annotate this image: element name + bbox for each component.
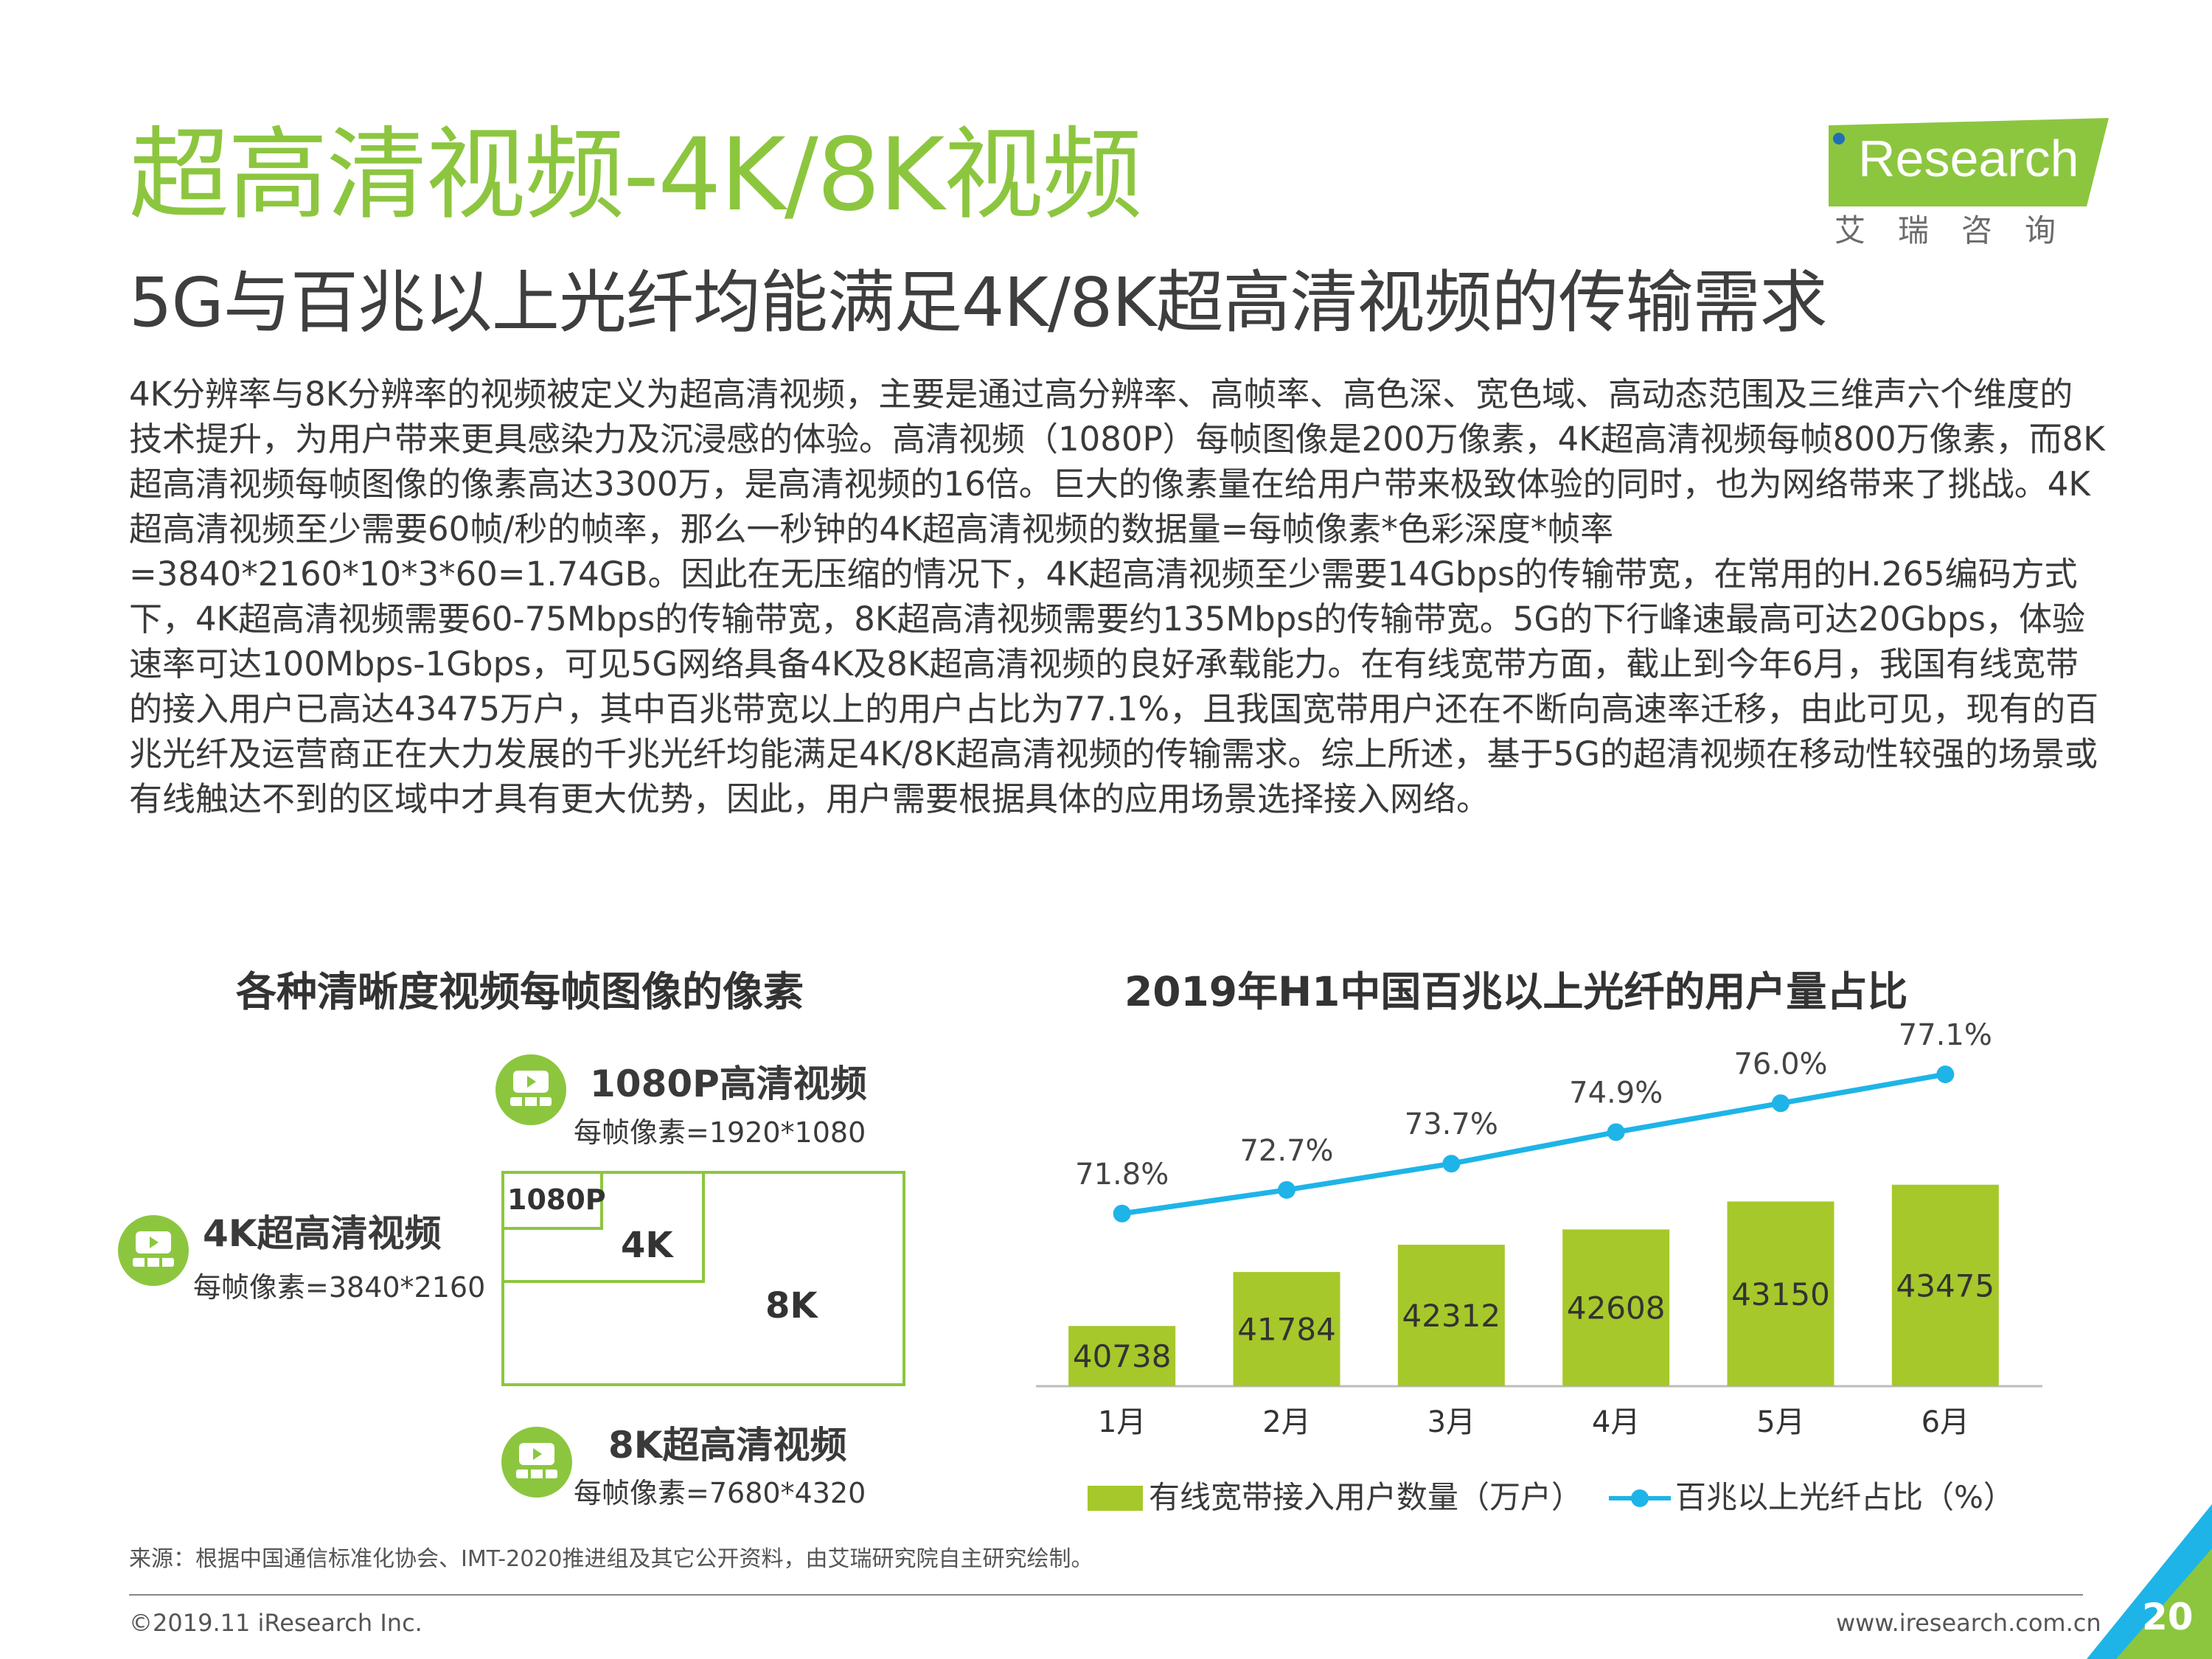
- line-point: [1607, 1123, 1625, 1141]
- logo-chinese: 艾瑞咨询: [1834, 212, 2089, 248]
- bar: [1068, 1326, 1176, 1386]
- chart-title: 2019年H1中国百兆以上光纤的用户量占比: [1124, 968, 1908, 1015]
- res-4k-title: 4K超高清视频: [203, 1212, 442, 1255]
- bar: [1233, 1272, 1340, 1386]
- res-1080-title: 1080P高清视频: [590, 1062, 867, 1105]
- left-figure-title: 各种清晰度视频每帧图像的像素: [236, 968, 804, 1015]
- bar-value-label: 43475: [1896, 1267, 1995, 1304]
- page-subtitle: 5G与百兆以上光纤均能满足4K/8K超高清视频的传输需求: [129, 263, 1828, 342]
- x-tick-label: 1月: [1098, 1405, 1146, 1439]
- box-8k-label: 8K: [765, 1285, 818, 1326]
- line-value-label: 77.1%: [1899, 1018, 1992, 1052]
- box-1080p-label: 1080P: [507, 1183, 606, 1216]
- page-number: 20: [2142, 1596, 2194, 1638]
- res-1080-pixels: 每帧像素=1920*1080: [574, 1116, 866, 1149]
- line-value-label: 72.7%: [1239, 1134, 1333, 1168]
- legend-line-label: 百兆以上光纤占比（%）: [1675, 1479, 2014, 1515]
- legend-bar-swatch: [1088, 1486, 1143, 1511]
- x-tick-label: 4月: [1592, 1405, 1640, 1439]
- footer-divider: [129, 1594, 2083, 1596]
- res-8k-title: 8K超高清视频: [608, 1424, 847, 1467]
- res-8k-pixels: 每帧像素=7680*4320: [574, 1477, 866, 1509]
- line-value-label: 71.8%: [1075, 1158, 1169, 1192]
- bar-value-label: 42608: [1567, 1290, 1666, 1326]
- copyright: ©2019.11 iResearch Inc.: [129, 1609, 422, 1637]
- box-1080p: [501, 1171, 603, 1230]
- box-4k-label: 4K: [621, 1225, 673, 1266]
- logo-dot-icon: [1833, 133, 1845, 145]
- line-point: [1936, 1065, 1955, 1084]
- legend-line-swatch: [1609, 1489, 1671, 1507]
- line-point: [1113, 1204, 1131, 1222]
- bar: [1891, 1184, 1999, 1386]
- line-series: [1121, 1071, 1946, 1217]
- bar: [1727, 1201, 1834, 1386]
- video-player-icon: [118, 1215, 189, 1286]
- line-value-label: 76.0%: [1733, 1047, 1827, 1081]
- bar-value-label: 42312: [1402, 1298, 1501, 1334]
- line-point: [1442, 1155, 1461, 1173]
- website-url: www.iresearch.com.cn: [1836, 1609, 2101, 1637]
- logo-text: Research: [1858, 130, 2079, 187]
- x-tick-label: 5月: [1756, 1405, 1804, 1439]
- corner-accent: [2087, 1504, 2212, 1659]
- bar: [1562, 1229, 1670, 1386]
- bar-line-chart: 40738 1月 41784 2月 42312 3月 42608 4月 43150 5月 43475…: [1036, 1018, 2042, 1439]
- x-tick-label: 6月: [1921, 1405, 1969, 1439]
- bar-value-label: 40738: [1073, 1338, 1172, 1374]
- bar-value-label: 43150: [1731, 1276, 1830, 1312]
- line-point: [1772, 1094, 1790, 1113]
- video-player-icon: [501, 1427, 572, 1498]
- bar-value-label: 41784: [1237, 1312, 1336, 1348]
- res-4k-pixels: 每帧像素=3840*2160: [193, 1271, 486, 1304]
- line-value-label: 73.7%: [1405, 1107, 1498, 1141]
- source-note: 来源：根据中国通信标准化协会、IMT-2020推进组及其它公开资料，由艾瑞研究院…: [129, 1546, 1093, 1572]
- body-paragraph: 4K分辨率与8K分辨率的视频被定义为超高清视频，主要是通过高分辨率、高帧率、高色…: [129, 375, 2105, 818]
- iresearch-logo: [1829, 118, 2109, 206]
- bar: [1397, 1245, 1505, 1386]
- x-tick-label: 2月: [1262, 1405, 1310, 1439]
- line-point: [1278, 1180, 1295, 1199]
- video-player-icon: [495, 1054, 566, 1125]
- legend-bar-label: 有线宽带接入用户数量（万户）: [1149, 1479, 1583, 1515]
- line-value-label: 74.9%: [1569, 1076, 1663, 1110]
- page-title: 超高清视频-4K/8K视频: [129, 117, 1142, 234]
- x-tick-label: 3月: [1427, 1405, 1475, 1439]
